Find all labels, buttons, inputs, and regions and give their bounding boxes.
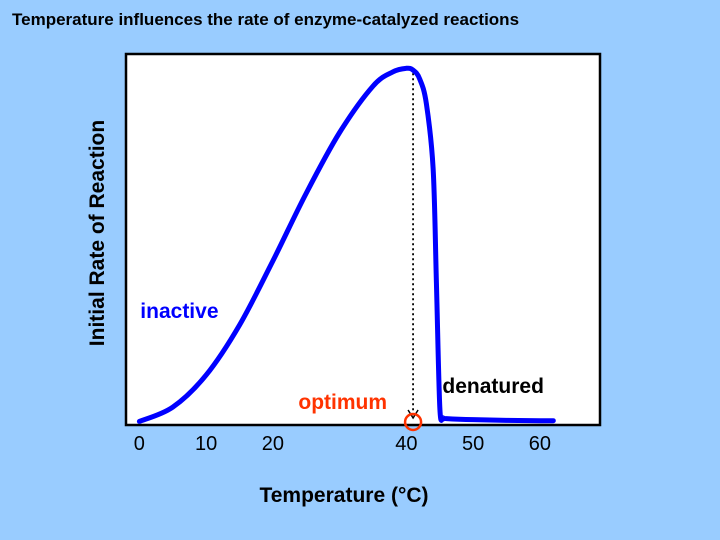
chart-title: Temperature influences the rate of enzym… xyxy=(12,10,520,29)
optimum-arrowhead xyxy=(407,409,419,420)
rate-curve xyxy=(136,65,556,424)
y-axis-label: Initial Rate of Reaction xyxy=(86,120,109,346)
optimum-circle-marker xyxy=(403,412,423,432)
x-tick-label: 40 xyxy=(395,433,417,455)
x-tick-label: 10 xyxy=(195,433,217,455)
optimum-label: optimum xyxy=(298,391,387,414)
x-tick-label: 20 xyxy=(262,433,284,455)
inactive-label: inactive xyxy=(140,300,218,323)
x-tick-label: 50 xyxy=(462,433,484,455)
denatured-label: denatured xyxy=(442,375,544,398)
x-tick-label: 0 xyxy=(134,433,145,455)
x-tick-label: 60 xyxy=(529,433,551,455)
plot-area-frame xyxy=(124,52,602,427)
x-axis-label: Temperature (°C) xyxy=(259,484,428,507)
